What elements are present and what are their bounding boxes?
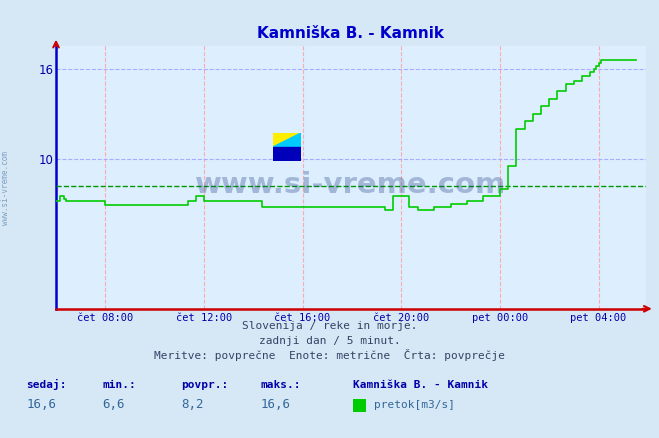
Polygon shape (273, 133, 301, 147)
Polygon shape (273, 133, 287, 147)
Text: povpr.:: povpr.: (181, 380, 229, 390)
Title: Kamniška B. - Kamnik: Kamniška B. - Kamnik (258, 26, 444, 41)
Text: Slovenija / reke in morje.: Slovenija / reke in morje. (242, 321, 417, 331)
Text: min.:: min.: (102, 380, 136, 390)
Text: 6,6: 6,6 (102, 398, 125, 411)
Text: 16,6: 16,6 (26, 398, 57, 411)
Text: 8,2: 8,2 (181, 398, 204, 411)
Text: pretok[m3/s]: pretok[m3/s] (374, 400, 455, 410)
Polygon shape (273, 147, 301, 161)
Text: Meritve: povprečne  Enote: metrične  Črta: povprečje: Meritve: povprečne Enote: metrične Črta:… (154, 349, 505, 361)
Text: www.si-vreme.com: www.si-vreme.com (195, 171, 507, 199)
Text: maks.:: maks.: (260, 380, 301, 390)
Text: zadnji dan / 5 minut.: zadnji dan / 5 minut. (258, 336, 401, 346)
Text: www.si-vreme.com: www.si-vreme.com (1, 152, 10, 225)
Text: Kamniška B. - Kamnik: Kamniška B. - Kamnik (353, 380, 488, 390)
Polygon shape (273, 133, 301, 147)
Text: 16,6: 16,6 (260, 398, 291, 411)
Text: sedaj:: sedaj: (26, 378, 67, 390)
